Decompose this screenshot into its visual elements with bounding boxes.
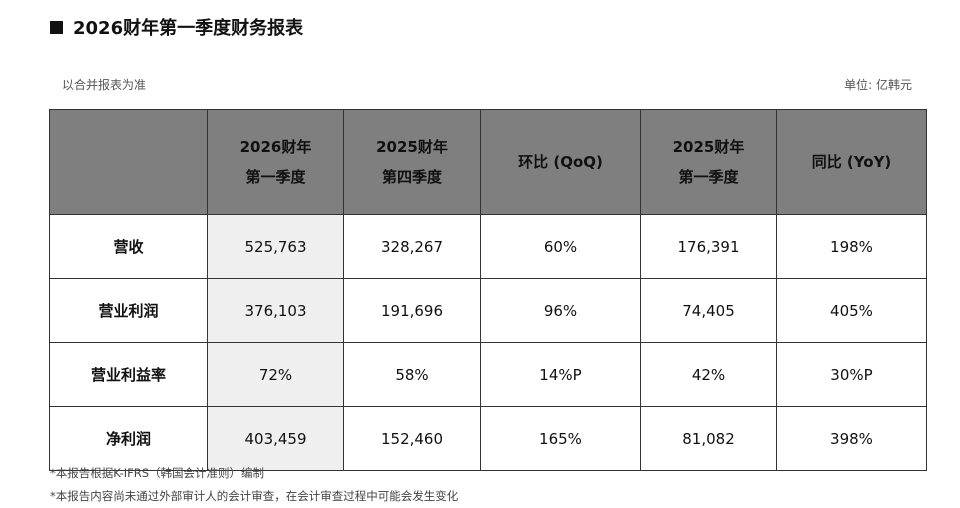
table-cell: 营收 (49, 214, 208, 279)
header-line: 第四季度 (381, 168, 442, 186)
header-cell: 2025财年 第四季度 (343, 109, 481, 215)
header-line: 环比 (QoQ) (518, 153, 603, 171)
title-marker (50, 20, 63, 34)
table-cell: 72% (207, 342, 344, 407)
table-cell: 74,405 (640, 278, 777, 343)
table-cell: 328,267 (343, 214, 481, 279)
table-cell: 198% (776, 214, 927, 279)
table-row: 净利润 403,459 152,460 165% 81,082 398% (49, 406, 927, 471)
table-cell: 376,103 (207, 278, 344, 343)
table-cell: 191,696 (343, 278, 481, 343)
note: 以合并报表为准 (62, 78, 147, 92)
table-row: 营业利润 376,103 191,696 96% 74,405 405% (49, 278, 927, 343)
header-cell: 同比 (YoY) (776, 109, 927, 215)
table-cell: 58% (343, 342, 481, 407)
table-cell: 525,763 (207, 214, 344, 279)
table-cell: 81,082 (640, 406, 777, 471)
header-cell: 2026财年 第一季度 (207, 109, 344, 215)
header-line: 2025财年 (672, 138, 745, 156)
header-line: 第一季度 (245, 168, 306, 186)
header-cell: 环比 (QoQ) (480, 109, 641, 215)
table-row: 营业利益率 72% 58% 14%P 42% 30%P (49, 342, 927, 407)
financial-table: 2026财年 第一季度 2025财年 第四季度 环比 (QoQ) 2025财年 第一季度 同比… (49, 109, 927, 471)
header-cell: 2025财年 第一季度 (640, 109, 777, 215)
table-cell: 176,391 (640, 214, 777, 279)
unit: 单位: 亿韩元 (844, 78, 912, 92)
table-cell: 405% (776, 278, 927, 343)
header-line: 第一季度 (678, 168, 739, 186)
table-cell: 营业利润 (49, 278, 208, 343)
table-cell: 165% (480, 406, 641, 471)
table-cell: 14%P (480, 342, 641, 407)
table-cell: 152,460 (343, 406, 481, 471)
table-cell: 42% (640, 342, 777, 407)
table-row: 营收 525,763 328,267 60% 176,391 198% (49, 214, 927, 279)
table-cell: 403,459 (207, 406, 344, 471)
footnote: *本报告根据K-IFRS（韩国会计准则）编制 (50, 466, 265, 480)
header-line: 2026财年 (239, 138, 312, 156)
table-cell: 营业利益率 (49, 342, 208, 407)
table-cell: 96% (480, 278, 641, 343)
footnote: *本报告内容尚未通过外部审计人的会计审查，在会计审查过程中可能会发生变化 (50, 489, 459, 503)
title-text: 2026财年第一季度财务报表 (73, 18, 304, 39)
header-line: 2025财年 (376, 138, 448, 156)
table-cell: 60% (480, 214, 641, 279)
table-cell: 净利润 (49, 406, 208, 471)
table-cell: 398% (776, 406, 927, 471)
header-line: 同比 (YoY) (811, 153, 892, 171)
title: 2026财年第一季度财务报表 (50, 14, 303, 40)
header-cell (49, 109, 208, 215)
table-cell: 30%P (776, 342, 927, 407)
